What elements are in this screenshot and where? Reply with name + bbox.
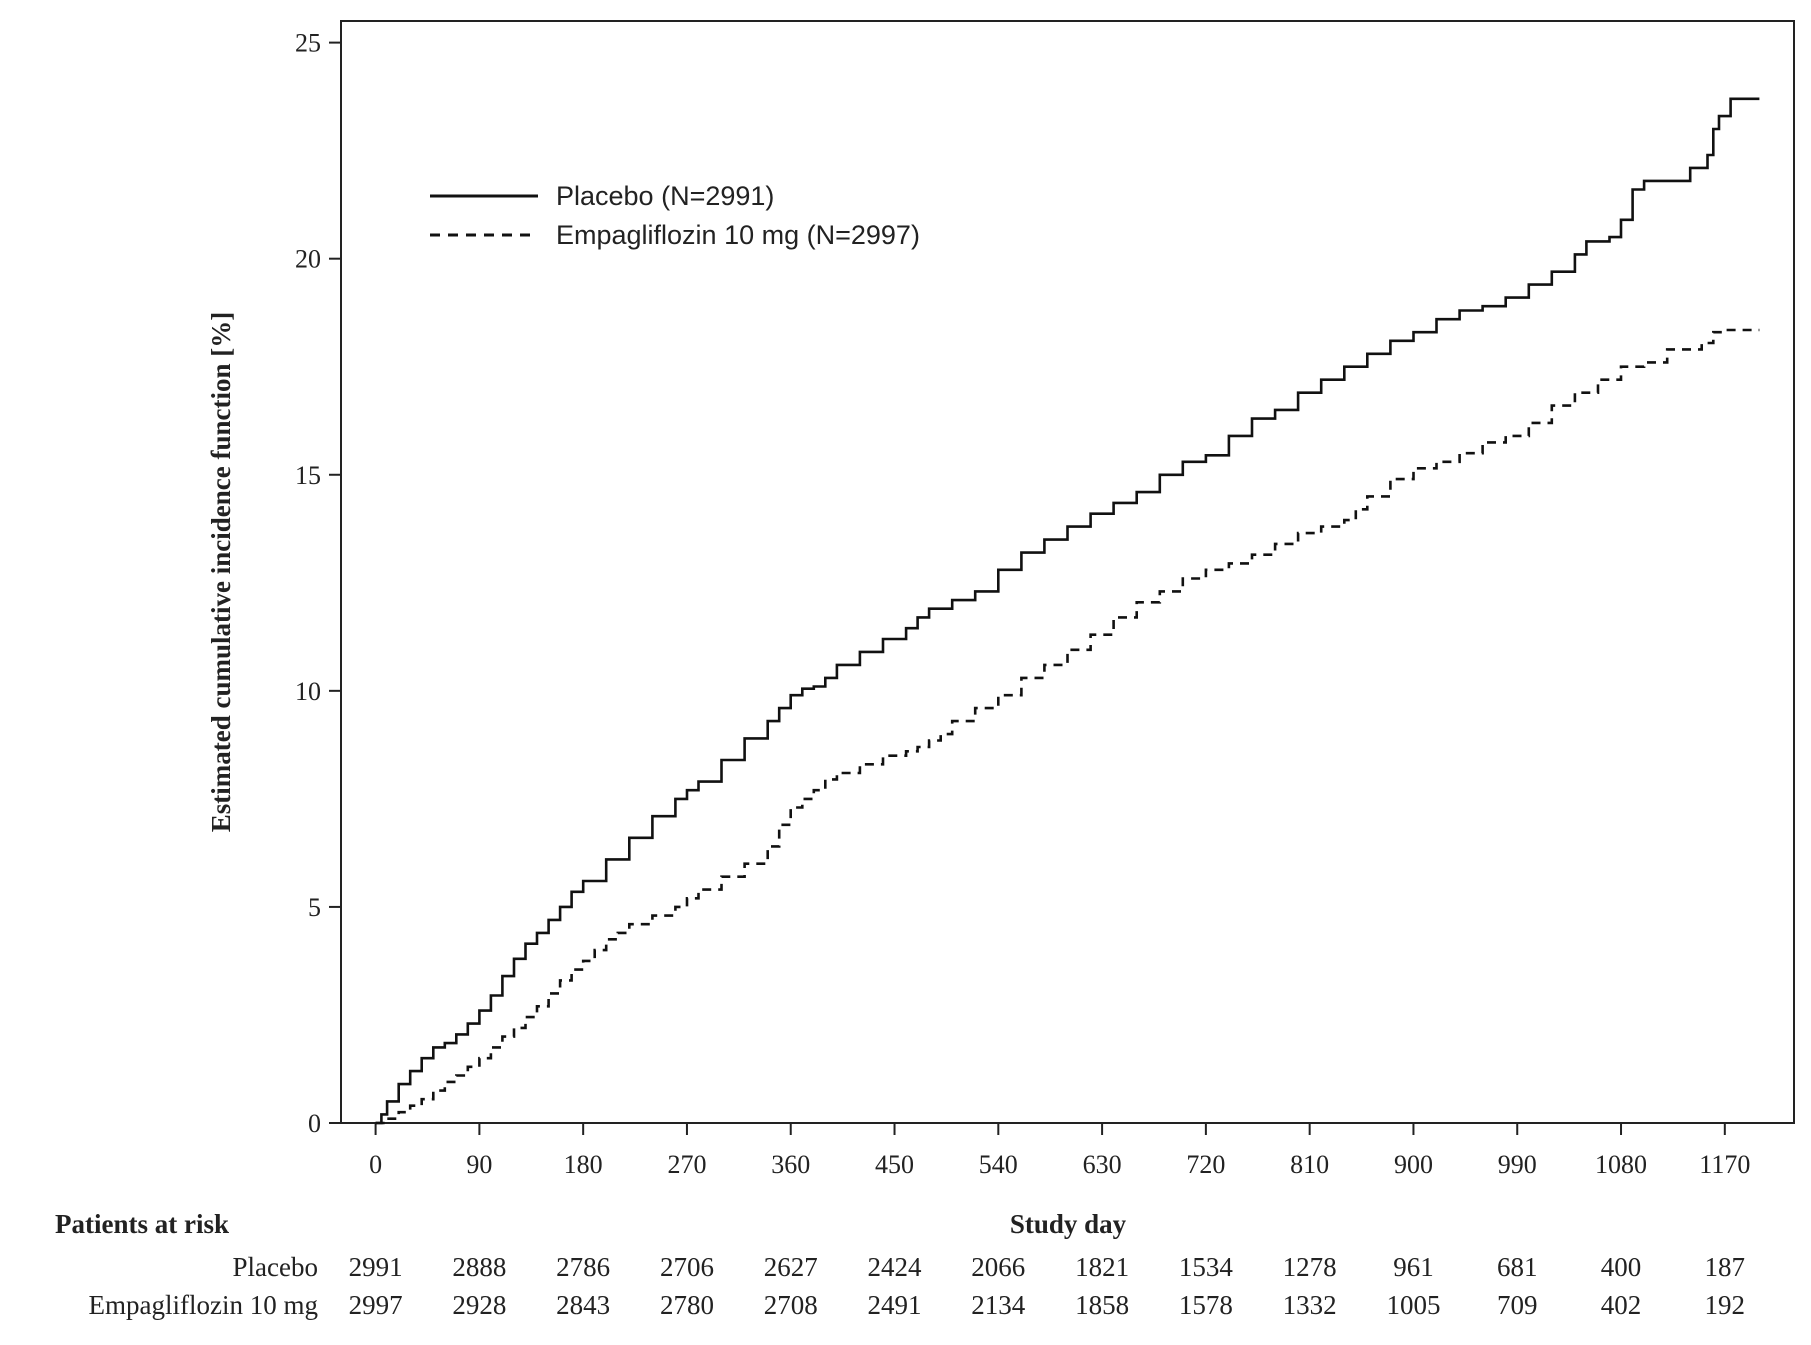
x-tick-label: 360 (771, 1150, 810, 1179)
legend-label-empagliflozin: Empagliflozin 10 mg (N=2997) (556, 220, 920, 250)
risk-value-placebo: 2066 (971, 1252, 1025, 1282)
x-tick-label: 1080 (1595, 1150, 1647, 1179)
y-tick-label: 10 (295, 677, 321, 706)
x-tick-label: 990 (1498, 1150, 1537, 1179)
risk-value-placebo: 1278 (1283, 1252, 1337, 1282)
risk-row-label-empagliflozin: Empagliflozin 10 mg (89, 1290, 318, 1320)
y-tick-label: 5 (308, 893, 321, 922)
risk-table-title: Patients at risk (55, 1209, 229, 1239)
x-tick-label: 180 (564, 1150, 603, 1179)
risk-value-empagliflozin: 1332 (1283, 1290, 1337, 1320)
risk-value-placebo: 961 (1393, 1252, 1434, 1282)
risk-value-empagliflozin: 1858 (1075, 1290, 1129, 1320)
risk-value-placebo: 2706 (660, 1252, 714, 1282)
risk-value-placebo: 2786 (556, 1252, 610, 1282)
series-line-empagliflozin (375, 328, 1760, 1125)
risk-value-empagliflozin: 1578 (1179, 1290, 1233, 1320)
risk-value-empagliflozin: 709 (1497, 1290, 1538, 1320)
risk-value-placebo: 2991 (349, 1252, 403, 1282)
risk-value-placebo: 187 (1705, 1252, 1746, 1282)
risk-value-empagliflozin: 2780 (660, 1290, 714, 1320)
y-tick-label: 25 (295, 29, 321, 58)
legend-label-placebo: Placebo (N=2991) (556, 181, 774, 211)
x-tick-label: 450 (875, 1150, 914, 1179)
risk-values: 2991 2888 2786 2706 2627 2424 2066 1821 1534 1278… (349, 1252, 1745, 1320)
y-tick-label: 15 (295, 461, 321, 490)
y-tick-label: 20 (295, 245, 321, 274)
risk-value-empagliflozin: 2928 (452, 1290, 506, 1320)
series-line-placebo (375, 97, 1760, 1125)
x-axis: 0 90 180 270 360 450 540 630 720 810 900 990 1080 117… (369, 1123, 1750, 1179)
x-tick-label: 900 (1394, 1150, 1433, 1179)
risk-value-placebo: 2627 (764, 1252, 818, 1282)
risk-row-label-placebo: Placebo (233, 1252, 318, 1282)
risk-value-empagliflozin: 2491 (868, 1290, 922, 1320)
risk-value-empagliflozin: 2708 (764, 1290, 818, 1320)
risk-value-empagliflozin: 2134 (971, 1290, 1026, 1320)
series-layer (375, 97, 1760, 1125)
x-tick-label: 540 (979, 1150, 1018, 1179)
x-tick-label: 0 (369, 1150, 382, 1179)
risk-value-placebo: 1821 (1075, 1252, 1129, 1282)
x-tick-label: 810 (1290, 1150, 1329, 1179)
x-tick-label: 720 (1186, 1150, 1225, 1179)
x-tick-label: 1170 (1699, 1150, 1750, 1179)
risk-value-empagliflozin: 402 (1601, 1290, 1642, 1320)
x-tick-label: 630 (1083, 1150, 1122, 1179)
legend: Placebo (N=2991) Empagliflozin 10 mg (N=… (430, 181, 920, 250)
risk-value-placebo: 400 (1601, 1252, 1642, 1282)
y-axis: 0 5 10 15 20 25 (295, 29, 341, 1138)
x-axis-title: Study day (1010, 1209, 1127, 1239)
y-tick-label: 0 (308, 1109, 321, 1138)
risk-value-empagliflozin: 192 (1705, 1290, 1746, 1320)
y-axis-title: Estimated cumulative incidence function … (206, 312, 236, 832)
risk-value-placebo: 1534 (1179, 1252, 1234, 1282)
risk-value-empagliflozin: 2997 (349, 1290, 403, 1320)
risk-value-empagliflozin: 1005 (1386, 1290, 1440, 1320)
risk-value-empagliflozin: 2843 (556, 1290, 610, 1320)
x-tick-label: 270 (667, 1150, 706, 1179)
risk-table: Patients at risk Placebo Empagliflozin 1… (55, 1209, 1745, 1320)
risk-value-placebo: 2424 (868, 1252, 923, 1282)
risk-value-placebo: 681 (1497, 1252, 1538, 1282)
plot-frame (340, 20, 1795, 1124)
risk-value-placebo: 2888 (452, 1252, 506, 1282)
x-tick-label: 90 (466, 1150, 492, 1179)
